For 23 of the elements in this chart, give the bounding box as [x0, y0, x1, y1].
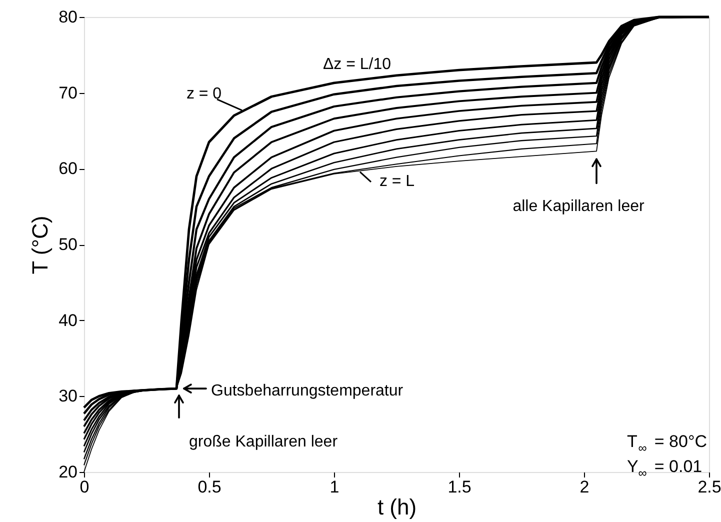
x-tick-label: 1 [330, 478, 340, 496]
annotation: große Kapillaren leer [189, 434, 338, 451]
annotation: T∞ = 80°C [627, 432, 708, 455]
annotation: Y∞ = 0.01 [627, 457, 702, 480]
y-tick-label: 40 [58, 310, 78, 330]
y-tick-label: 60 [58, 159, 78, 178]
x-axis-title: t (h) [377, 494, 417, 520]
y-tick-label: 50 [58, 235, 78, 254]
y-tick-label: 20 [58, 462, 78, 482]
x-tick-label: 0.5 [198, 478, 222, 496]
x-tick-label: 2.5 [698, 478, 721, 496]
annotation: Gutsbeharrungstemperatur [211, 382, 404, 400]
x-tick-label: 1.5 [448, 478, 472, 496]
annotation: z = L [379, 172, 415, 190]
y-tick-label: 80 [58, 8, 78, 26]
y-tick-label: 30 [58, 386, 78, 406]
annotation: Δz = L/10 [322, 56, 392, 73]
annotation: z = 0 [186, 85, 222, 102]
x-tick-label: 0 [80, 478, 90, 496]
x-tick-label: 2 [580, 478, 590, 496]
y-tick-label: 70 [58, 83, 78, 102]
annotation: alle Kapillaren leer [512, 198, 645, 216]
y-axis-title: T (°C) [28, 216, 53, 274]
